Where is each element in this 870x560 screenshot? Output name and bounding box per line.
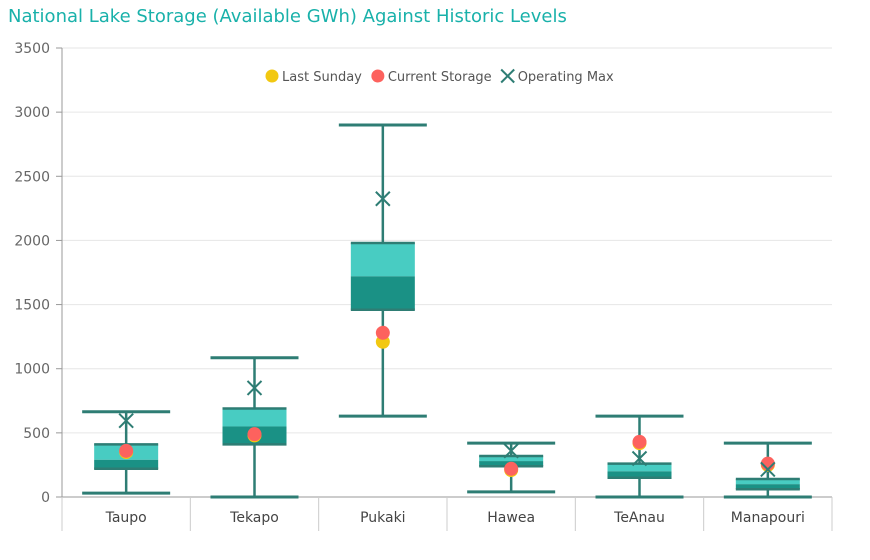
x-category-label: Tekapo (229, 510, 279, 526)
box-upper-quartile (222, 408, 287, 427)
y-tick-label: 2500 (14, 169, 50, 185)
x-category-label: Taupo (105, 510, 147, 526)
y-tick-label: 1500 (14, 298, 50, 314)
legend-label: Last Sunday (282, 70, 362, 85)
marker-operating-max (503, 443, 519, 459)
marker-current-storage (247, 427, 262, 442)
chart-title: National Lake Storage (Available GWh) Ag… (8, 6, 567, 27)
legend-marker (500, 68, 515, 84)
y-tick-label: 2000 (14, 233, 50, 249)
x-category-label: TeAnau (613, 510, 665, 526)
legend-marker (371, 69, 385, 83)
box-lower-quartile (94, 459, 159, 469)
marker-operating-max (118, 412, 134, 429)
y-tick-label: 3000 (14, 105, 50, 121)
y-tick-label: 0 (41, 490, 50, 506)
legend-label: Current Storage (388, 70, 492, 85)
marker-operating-max (246, 380, 263, 396)
x-category-label: Manapouri (731, 510, 805, 526)
marker-current-storage (375, 325, 390, 340)
x-category-label: Pukaki (360, 510, 406, 526)
box-upper-quartile (735, 479, 800, 485)
box-upper-quartile (350, 242, 415, 277)
y-tick-label: 1000 (14, 362, 50, 378)
x-category-label: Hawea (487, 510, 535, 526)
box-lower-quartile (607, 471, 672, 478)
legend-label: Operating Max (518, 70, 614, 85)
marker-current-storage (632, 434, 647, 449)
y-tick-label: 500 (23, 426, 50, 442)
legend-marker (265, 69, 279, 83)
box-lower-quartile (735, 484, 800, 490)
box-upper-quartile (607, 463, 672, 472)
marker-current-storage (119, 443, 134, 458)
marker-current-storage (504, 461, 519, 476)
marker-operating-max (760, 461, 776, 478)
box-lower-quartile (350, 276, 415, 310)
marker-operating-max (631, 450, 648, 467)
box-upper-quartile (479, 455, 544, 462)
marker-operating-max (375, 191, 391, 207)
y-tick-label: 3500 (14, 41, 50, 57)
